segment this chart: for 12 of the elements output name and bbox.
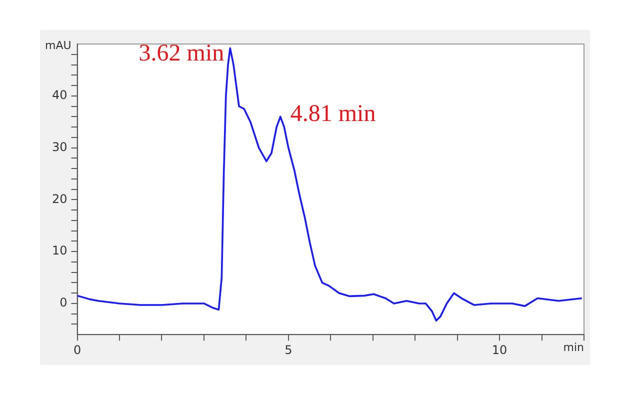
y-tick-label: 20	[52, 192, 68, 206]
y-tick-label: 30	[52, 140, 68, 154]
annotation: 4.81 min	[290, 100, 376, 127]
x-tick-label: 5	[284, 342, 292, 357]
annotation: 3.62 min	[138, 40, 224, 66]
x-tick-label: 0	[73, 342, 82, 357]
x-tick-label: 10	[492, 342, 508, 357]
y-tick-label: 10	[52, 244, 68, 258]
y-tick-label: 0	[60, 296, 68, 310]
x-axis-title: min	[563, 340, 584, 354]
y-axis-title: mAU	[44, 38, 72, 52]
y-tick-label: 40	[52, 88, 68, 102]
